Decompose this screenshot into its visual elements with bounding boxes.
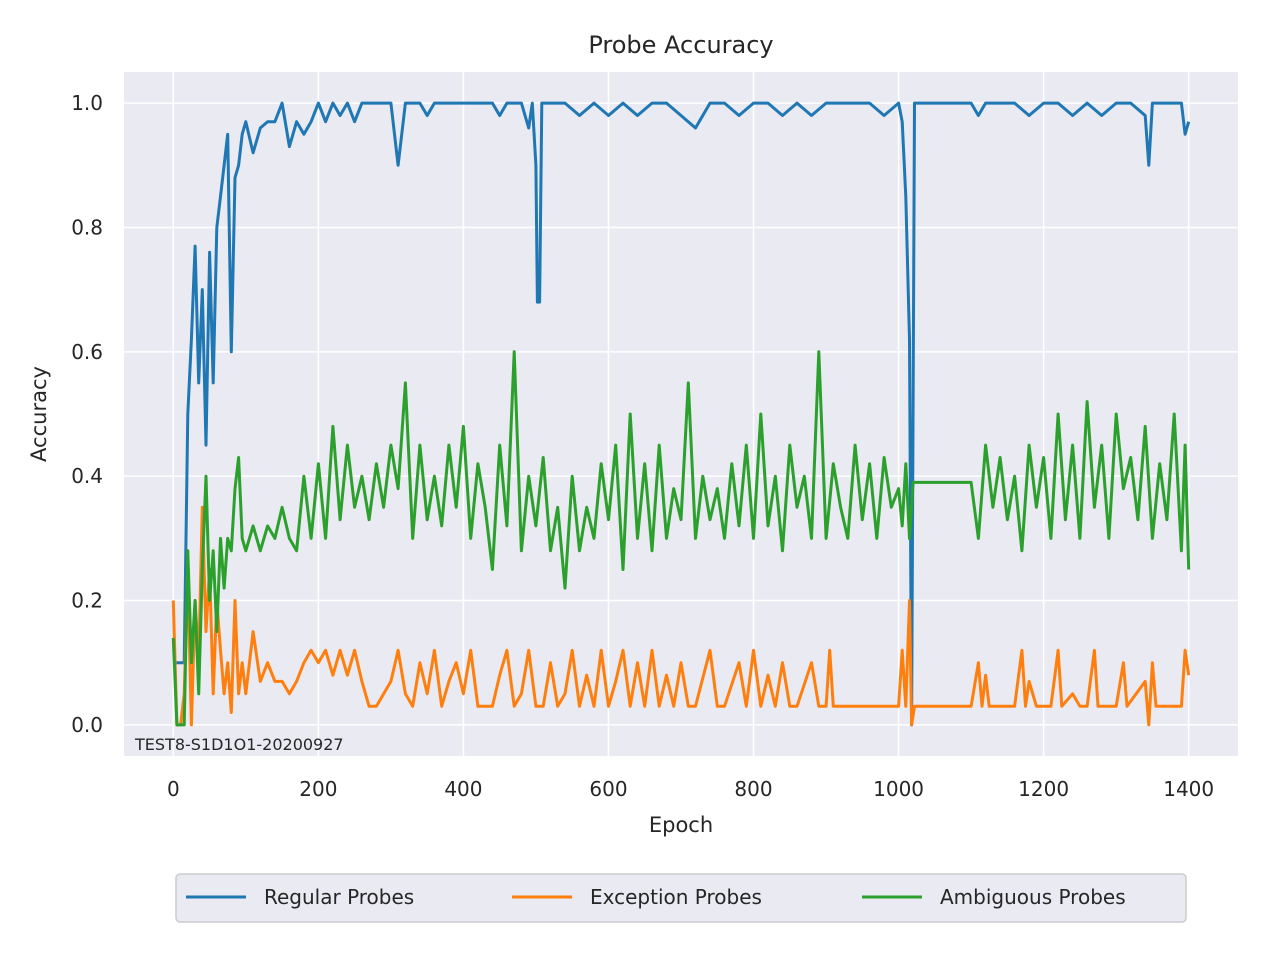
- x-tick-labels: 0 200 400 600 800 1000 1200 1400: [167, 777, 1214, 801]
- y-tick-label: 0.0: [71, 713, 103, 737]
- y-axis-label: Accuracy: [27, 366, 51, 462]
- x-tick-label: 1400: [1163, 777, 1214, 801]
- plot-background: [124, 72, 1238, 756]
- x-tick-label: 600: [589, 777, 627, 801]
- y-tick-label: 0.6: [71, 340, 103, 364]
- x-tick-label: 0: [167, 777, 180, 801]
- series-line-regular: [173, 101, 1191, 727]
- y-tick-label: 0.8: [71, 215, 103, 239]
- x-tick-label: 1000: [873, 777, 924, 801]
- x-tick-label: 800: [734, 777, 772, 801]
- legend: Regular Probes Exception Probes Ambiguou…: [175, 873, 1187, 923]
- series-line-ambiguous: [171, 350, 1191, 727]
- legend-label-regular: Regular Probes: [264, 885, 414, 909]
- x-tick-label: 1200: [1018, 777, 1069, 801]
- y-tick-label: 0.2: [71, 589, 103, 613]
- chart-title: Probe Accuracy: [588, 31, 773, 59]
- x-axis-label: Epoch: [649, 813, 713, 837]
- series-lines: [171, 101, 1191, 727]
- run-annotation: TEST8-S1D1O1-20200927: [134, 735, 344, 754]
- legend-label-ambiguous: Ambiguous Probes: [940, 885, 1126, 909]
- x-tick-label: 200: [299, 777, 337, 801]
- legend-label-exception: Exception Probes: [590, 885, 762, 909]
- legend-box: [175, 873, 1187, 923]
- series-line-exception: [171, 505, 1191, 727]
- x-tick-label: 400: [444, 777, 482, 801]
- y-tick-label: 1.0: [71, 91, 103, 115]
- y-tick-labels: 0.0 0.2 0.4 0.6 0.8 1.0: [71, 91, 103, 737]
- y-tick-label: 0.4: [71, 464, 103, 488]
